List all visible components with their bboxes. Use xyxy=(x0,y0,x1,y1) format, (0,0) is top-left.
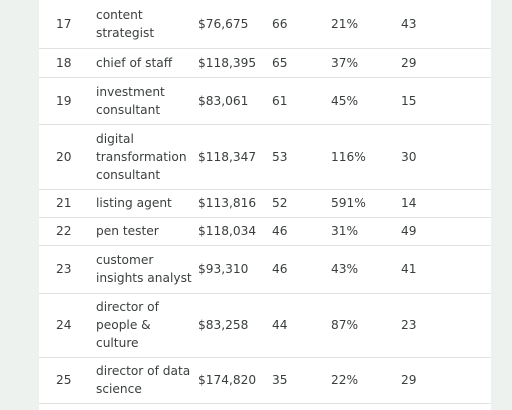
rank-cell: 24 xyxy=(39,293,96,358)
job-title-cell: listing agent xyxy=(96,189,198,218)
last-cell: 41 xyxy=(401,245,491,294)
table-row: 24 director of people & culture $83,258 … xyxy=(39,293,491,358)
rank-cell: 20 xyxy=(39,124,96,190)
job-title-cell: director of people & culture xyxy=(96,293,198,358)
count-cell: 52 xyxy=(272,189,331,218)
salary-cell: $113,816 xyxy=(198,189,272,218)
job-title-cell: chief of staff xyxy=(96,48,198,78)
count-cell: 46 xyxy=(272,245,331,294)
rank-cell: 23 xyxy=(39,245,96,294)
rank-cell: 19 xyxy=(39,77,96,125)
growth-cell: 21% xyxy=(331,0,401,49)
last-cell: 29 xyxy=(401,357,491,404)
last-cell: 43 xyxy=(401,0,491,49)
count-cell: 53 xyxy=(272,124,331,190)
rank-cell: 22 xyxy=(39,217,96,246)
job-title-cell: pen tester xyxy=(96,217,198,246)
table-row: 19 investment consultant $83,061 61 45% … xyxy=(39,77,491,125)
salary-cell: $76,675 xyxy=(198,0,272,49)
count-cell: 65 xyxy=(272,48,331,78)
last-cell: 23 xyxy=(401,293,491,358)
rank-cell: 17 xyxy=(39,0,96,49)
table-row: 20 digital transformation consultant $11… xyxy=(39,124,491,190)
salary-cell: $83,258 xyxy=(198,293,272,358)
rank-cell: 18 xyxy=(39,48,96,78)
table-row: 22 pen tester $118,034 46 31% 49 xyxy=(39,217,491,246)
count-cell: 35 xyxy=(272,357,331,404)
growth-cell: 22% xyxy=(331,357,401,404)
salary-cell: $118,034 xyxy=(198,217,272,246)
count-cell: 46 xyxy=(272,217,331,246)
growth-cell: 45% xyxy=(331,77,401,125)
job-title-cell: customer insights analyst xyxy=(96,245,198,294)
job-title-cell: digital transformation consultant xyxy=(96,124,198,190)
rank-cell: 25 xyxy=(39,357,96,404)
salary-cell: $83,061 xyxy=(198,77,272,125)
table-row: 23 customer insights analyst $93,310 46 … xyxy=(39,245,491,294)
jobs-table-panel: 17 content strategist $76,675 66 21% 43 … xyxy=(39,0,491,410)
count-cell: 66 xyxy=(272,0,331,49)
growth-cell: 116% xyxy=(331,124,401,190)
last-cell: 14 xyxy=(401,189,491,218)
last-cell: 29 xyxy=(401,48,491,78)
table-row: 21 listing agent $113,816 52 591% 14 xyxy=(39,189,491,218)
salary-cell: $174,820 xyxy=(198,357,272,404)
table-row: 25 director of data science $174,820 35 … xyxy=(39,357,491,404)
growth-cell: 43% xyxy=(331,245,401,294)
last-cell: 15 xyxy=(401,77,491,125)
jobs-table: 17 content strategist $76,675 66 21% 43 … xyxy=(39,0,491,404)
salary-cell: $118,347 xyxy=(198,124,272,190)
table-row: 18 chief of staff $118,395 65 37% 29 xyxy=(39,48,491,78)
salary-cell: $93,310 xyxy=(198,245,272,294)
growth-cell: 591% xyxy=(331,189,401,218)
job-title-cell: content strategist xyxy=(96,0,198,49)
salary-cell: $118,395 xyxy=(198,48,272,78)
count-cell: 61 xyxy=(272,77,331,125)
growth-cell: 87% xyxy=(331,293,401,358)
growth-cell: 31% xyxy=(331,217,401,246)
table-row: 17 content strategist $76,675 66 21% 43 xyxy=(39,0,491,49)
count-cell: 44 xyxy=(272,293,331,358)
growth-cell: 37% xyxy=(331,48,401,78)
last-cell: 49 xyxy=(401,217,491,246)
job-title-cell: investment consultant xyxy=(96,77,198,125)
last-cell: 30 xyxy=(401,124,491,190)
rank-cell: 21 xyxy=(39,189,96,218)
job-title-cell: director of data science xyxy=(96,357,198,404)
